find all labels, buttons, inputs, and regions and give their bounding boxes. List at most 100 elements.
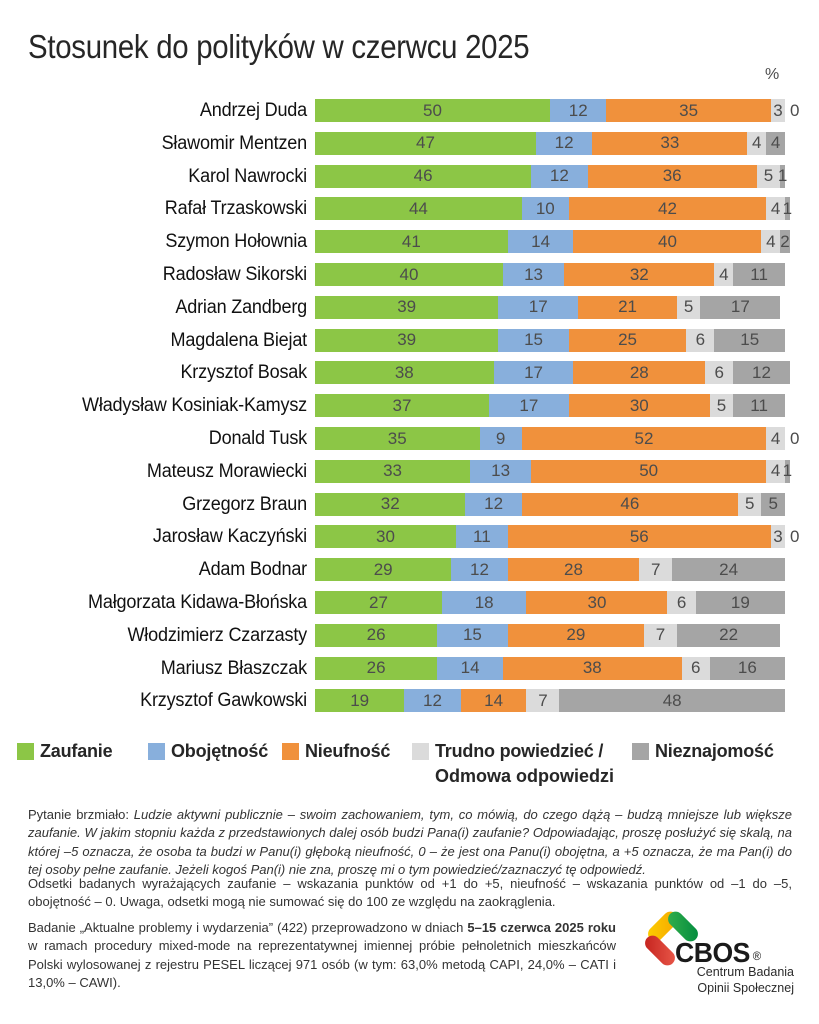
category-label: Grzegorz Braun	[182, 493, 307, 515]
bar-segment: 35	[315, 427, 480, 450]
bar-segment: 15	[437, 623, 508, 647]
bar-segment: 26	[315, 623, 438, 647]
bar-segment: 5	[756, 164, 781, 188]
bar-segment: 50	[531, 459, 767, 483]
bar-segment: 29	[507, 623, 644, 647]
bar-row: Szymon Hołownia 41 14 40 4 2	[0, 230, 819, 254]
bar-segment: 29	[315, 558, 452, 582]
legend-label-nieznajomosc: Nieznajomość	[655, 741, 774, 761]
bar-segment: 4	[747, 131, 767, 155]
category-label: Włodzimierz Czarzasty	[127, 624, 307, 646]
bar-segment: 33	[592, 131, 748, 155]
stacked-bar: 41 14 40 4 2	[315, 230, 790, 254]
bar-segment: 36	[587, 164, 757, 188]
bar-segment: 3	[770, 99, 785, 122]
bar-segment: 18	[441, 591, 527, 614]
bar-segment: 5	[761, 492, 785, 516]
stacked-bar: 44 10 42 4 1	[315, 197, 792, 221]
legend-swatch-zaufanie	[17, 743, 34, 760]
page-title: Stosunek do polityków w czerwcu 2025	[28, 28, 530, 65]
bar-segment: 41	[315, 230, 508, 254]
bar-segment: 38	[315, 361, 494, 385]
legend-item-obojetnosc: Obojętność	[148, 741, 268, 762]
category-label: Andrzej Duda	[199, 100, 307, 121]
stacked-bar: 46 12 36 5 1	[315, 164, 787, 188]
bar-segment: 4	[714, 263, 734, 286]
bar-segment: 1	[783, 459, 792, 483]
bar-row: Sławomir Mentzen 47 12 33 4 4	[0, 131, 819, 155]
cbos-logo-name: CBOS	[675, 937, 750, 968]
bar-segment: 7	[639, 558, 673, 582]
legend-item-nieznajomosc: Nieznajomość	[632, 741, 774, 762]
stacked-bar: 37 17 30 5 11	[315, 394, 785, 418]
stacked-bar: 26 15 29 7 22	[315, 623, 781, 647]
bar-segment: 1	[783, 197, 792, 221]
percent-unit-label: %	[765, 66, 780, 83]
bar-row: Mariusz Błaszczak 26 14 38 6 16	[0, 656, 819, 680]
bar-segment: 37	[315, 394, 489, 418]
bar-segment: 14	[437, 656, 503, 680]
footnote-question-text: Ludzie aktywni publicznie – swoim zachow…	[28, 807, 792, 878]
bar-segment: 35	[606, 99, 771, 122]
legend-swatch-trudno-powiedziec	[412, 743, 429, 760]
stacked-bar: 27 18 30 6 19	[315, 591, 785, 614]
bar-segment: 17	[498, 295, 579, 319]
bar-segment: 33	[315, 459, 471, 483]
legend-item-nieufnosc: Nieufność	[282, 741, 390, 762]
bar-segment: 46	[315, 164, 532, 188]
bar-segment: 4	[761, 230, 781, 254]
stacked-bar: 47 12 33 4 4	[315, 131, 785, 155]
bar-segment: 12	[535, 131, 593, 155]
bar-row: Adrian Zandberg 39 17 21 5 17	[0, 295, 819, 319]
stacked-bar: 33 13 50 4 1	[315, 459, 792, 483]
bar-segment: 4	[766, 197, 785, 221]
bar-row: Donald Tusk 35 9 52 4 0	[0, 427, 819, 450]
bar-segment: 40	[315, 263, 503, 286]
bar-row: Jarosław Kaczyński 30 11 56 3 0	[0, 525, 819, 549]
category-label: Adam Bodnar	[198, 559, 307, 581]
bar-segment: 28	[507, 558, 640, 582]
legend-swatch-obojetnosc	[148, 743, 165, 760]
bar-segment: 48	[559, 689, 785, 713]
footnote-question: Pytanie brzmiało: Ludzie aktywni publicz…	[28, 806, 792, 880]
bar-segment: 13	[470, 459, 532, 483]
category-label: Mateusz Morawiecki	[146, 460, 307, 482]
bar-row: Karol Nawrocki 46 12 36 5 1	[0, 164, 819, 188]
bar-segment: 50	[315, 99, 550, 122]
bar-segment: 38	[502, 656, 682, 680]
bar-segment: 17	[493, 361, 574, 385]
bar-segment: 32	[315, 492, 466, 516]
stacked-bar: 30 11 56 3 0	[315, 525, 799, 549]
bar-segment: 5	[737, 492, 762, 516]
category-label: Władysław Kosiniak-Kamysz	[82, 395, 308, 417]
category-label: Jarosław Kaczyński	[152, 526, 307, 548]
bar-segment: 12	[465, 492, 522, 516]
bar-segment: 44	[315, 197, 522, 221]
legend-label-trudno-powiedziec-line2: Odmowa odpowiedzi	[435, 766, 614, 786]
bar-segment: 2	[780, 230, 790, 254]
bar-segment: 46	[521, 492, 738, 516]
footnote-study-prefix: Badanie „Aktualne problemy i wydarzenia”…	[28, 920, 468, 935]
bar-segment: 5	[709, 394, 734, 418]
bar-segment: 16	[709, 656, 785, 680]
bar-segment: 5	[676, 295, 701, 319]
bar-segment: 47	[315, 131, 536, 155]
bar-segment: 12	[550, 99, 607, 122]
legend-label-nieufnosc: Nieufność	[305, 741, 391, 761]
category-label: Sławomir Mentzen	[161, 132, 308, 154]
bar-row: Magdalena Biejat 39 15 25 6 15	[0, 328, 819, 352]
bar-segment: 39	[315, 328, 499, 352]
footnote-study-info: Badanie „Aktualne problemy i wydarzenia”…	[28, 919, 616, 993]
bar-segment: 27	[315, 591, 442, 614]
registered-trademark-icon: ®	[752, 949, 761, 963]
bar-segment: 39	[315, 295, 499, 319]
category-label: Radosław Sikorski	[162, 264, 307, 285]
bar-segment: 12	[451, 558, 508, 582]
category-label: Krzysztof Gawkowski	[140, 690, 307, 712]
legend-label-obojetnosc: Obojętność	[171, 741, 269, 761]
bar-segment: 14	[507, 230, 574, 254]
bar-segment: 6	[681, 656, 710, 680]
stacked-bar: 29 12 28 7 24	[315, 558, 785, 582]
cbos-logo-subtitle-line2: Opinii Społecznej	[697, 980, 794, 995]
bar-segment: 11	[733, 263, 785, 286]
